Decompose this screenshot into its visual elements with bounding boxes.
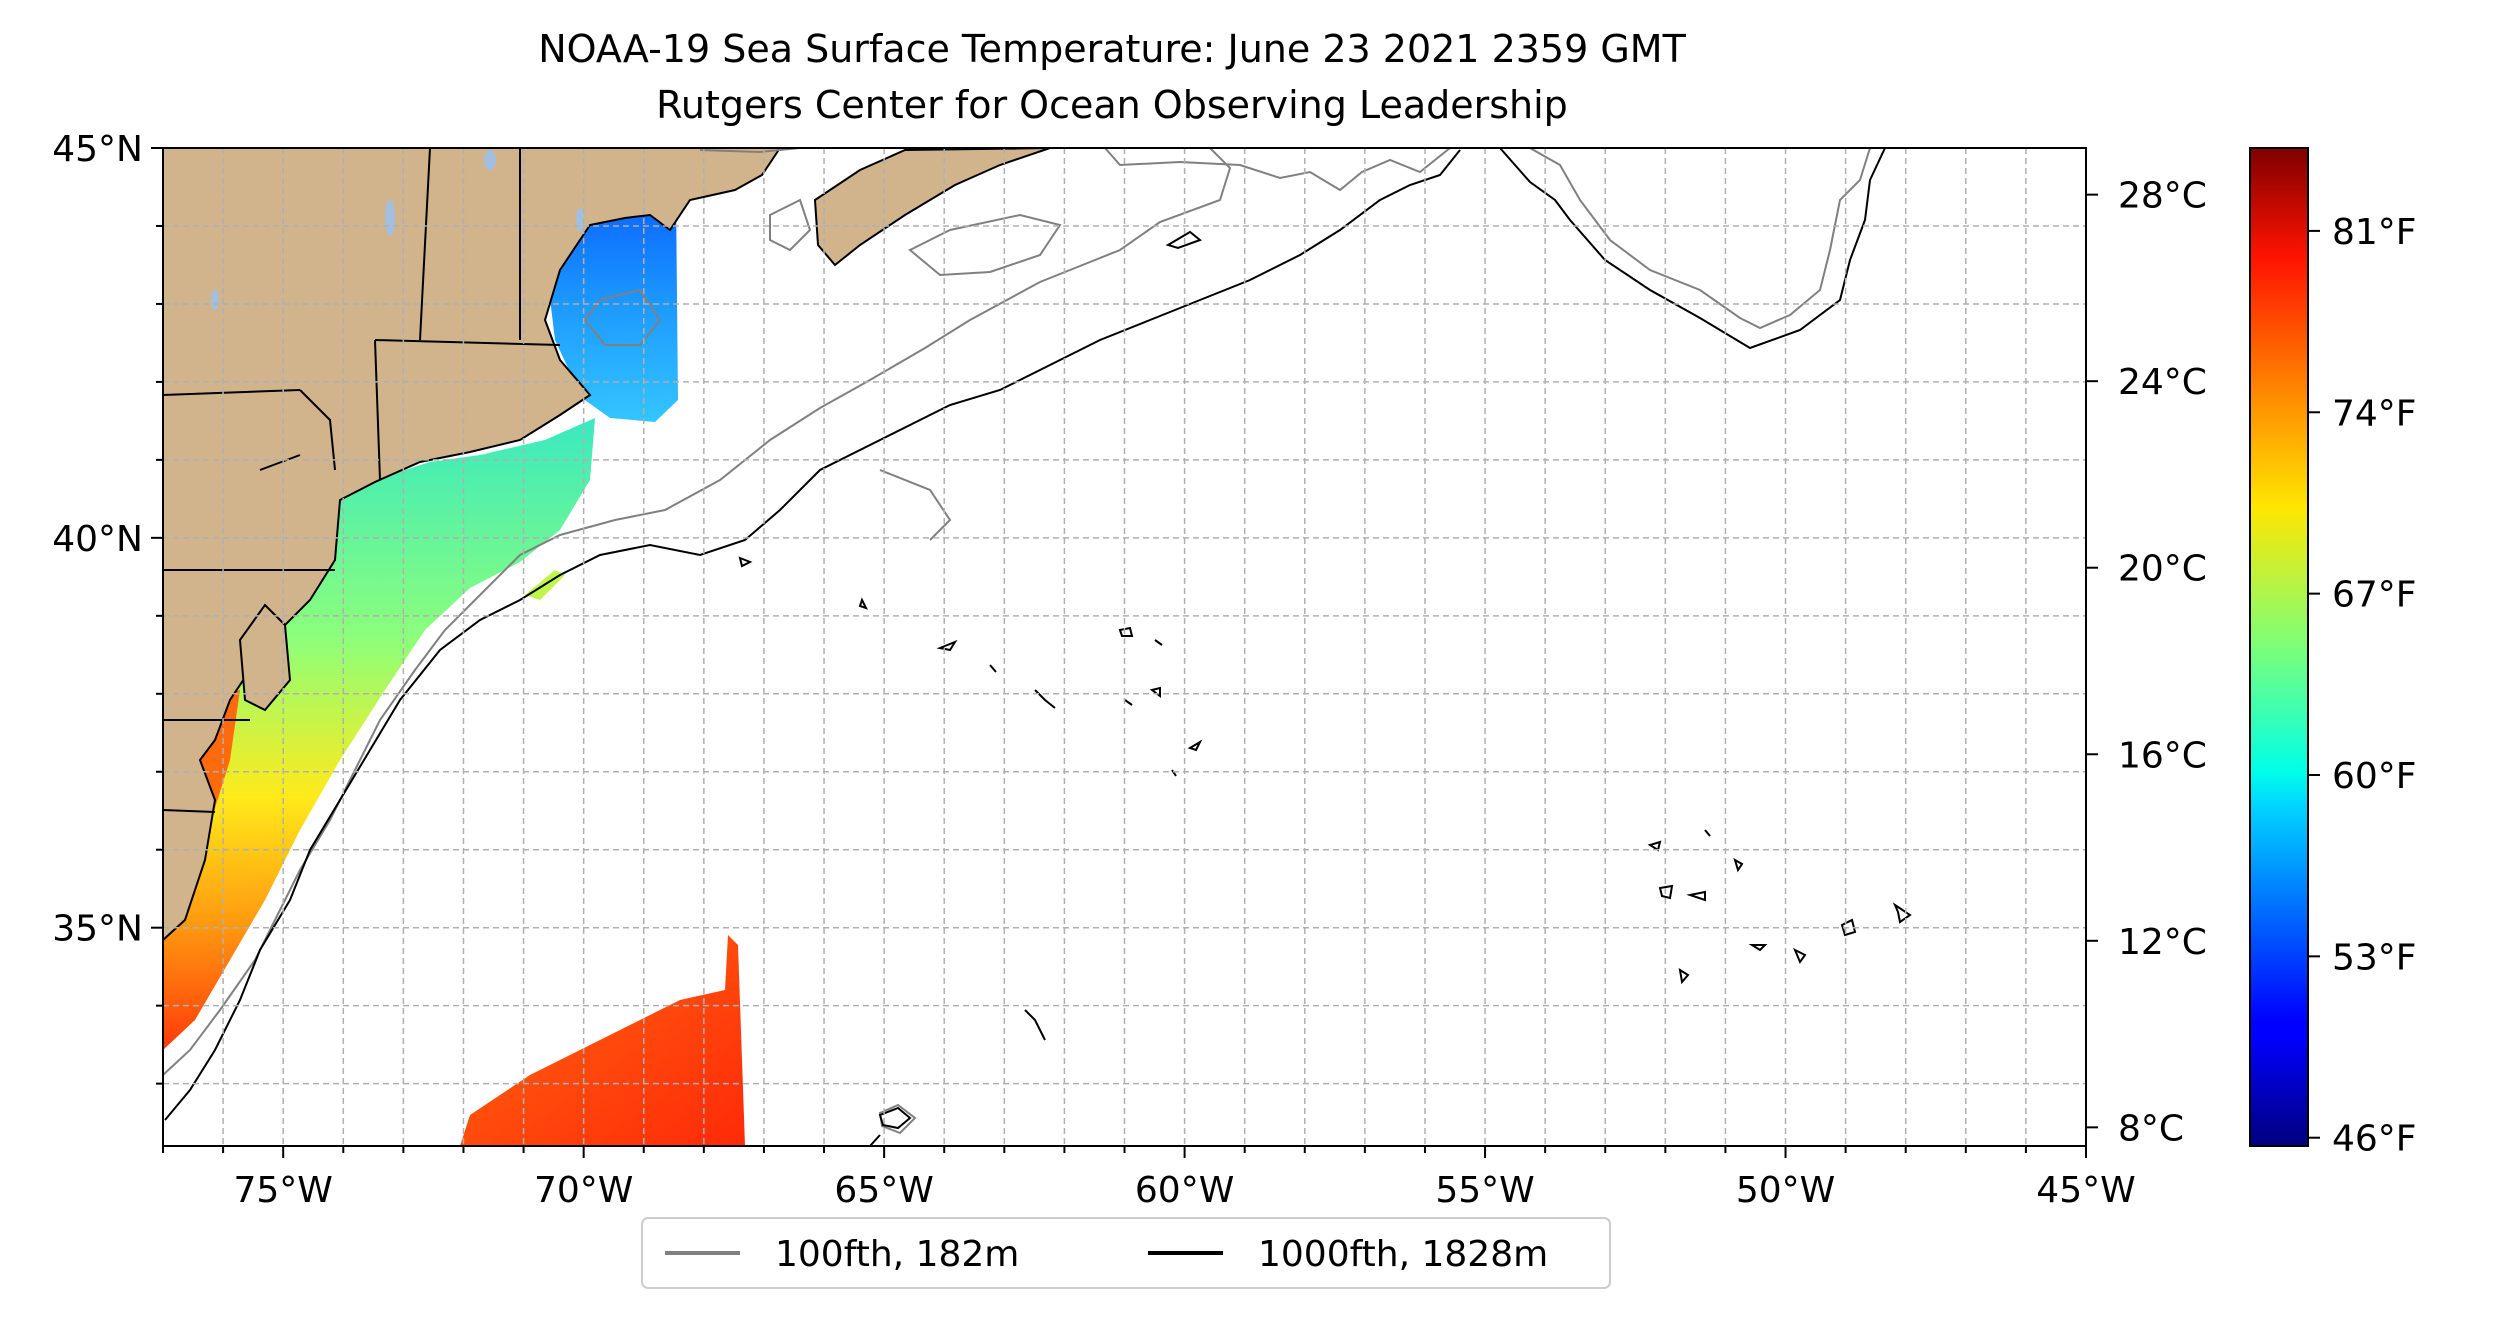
y-tick-label: 35°N	[52, 909, 143, 950]
colorbar-fahrenheit-ticks: 81°F 74°F 67°F 60°F 53°F 46°F	[2308, 212, 2417, 1160]
celsius-tick-label: 20°C	[2118, 549, 2207, 590]
y-tick-label: 45°N	[52, 129, 143, 170]
celsius-tick-label: 24°C	[2118, 362, 2207, 403]
land	[163, 148, 1051, 942]
fahrenheit-tick-label: 74°F	[2332, 393, 2417, 434]
y-axis-ticks: 45°N 40°N 35°N	[52, 129, 163, 1085]
x-tick-label: 50°W	[1736, 1170, 1835, 1211]
celsius-tick-label: 28°C	[2118, 176, 2207, 217]
state-borders	[163, 148, 561, 813]
celsius-tick-label: 8°C	[2118, 1108, 2184, 1149]
isobath-1000fth	[164, 148, 1912, 1146]
graticule	[163, 148, 2086, 1146]
title-line-1: NOAA-19 Sea Surface Temperature: June 23…	[538, 27, 1686, 71]
x-axis-ticks: 75°W 70°W 65°W 60°W 55°W 50°W 45°W	[162, 1146, 2136, 1211]
x-tick-label: 45°W	[2036, 1170, 2135, 1211]
fahrenheit-tick-label: 67°F	[2332, 575, 2417, 616]
colorbar-gradient	[2249, 147, 2309, 1147]
legend-box	[641, 1217, 1611, 1289]
legend: 100fth, 182m 1000fth, 1828m	[641, 1217, 1611, 1289]
land-us-northeast	[163, 148, 782, 942]
colorbar-celsius-ticks: 28°C 24°C 20°C 16°C 12°C 8°C	[2086, 176, 2207, 1149]
fahrenheit-tick-label: 53°F	[2332, 937, 2417, 978]
y-tick-label: 40°N	[52, 519, 143, 560]
sst-shelf-water	[163, 418, 595, 1050]
colorbar: 28°C 24°C 20°C 16°C 12°C 8°C 81°F 74°F 67°F 60°F…	[2086, 147, 2417, 1160]
x-tick-label: 65°W	[834, 1170, 933, 1211]
x-tick-label: 75°W	[233, 1170, 332, 1211]
x-tick-label: 60°W	[1135, 1170, 1234, 1211]
celsius-tick-label: 12°C	[2118, 922, 2207, 963]
fahrenheit-tick-label: 46°F	[2332, 1119, 2417, 1160]
celsius-tick-label: 16°C	[2118, 735, 2207, 776]
land-nova-scotia	[813, 148, 1051, 267]
land-delmarva	[238, 603, 292, 712]
sst-gulf-of-maine	[548, 196, 678, 422]
x-tick-label: 55°W	[1435, 1170, 1534, 1211]
legend-label-100fth: 100fth, 182m	[775, 1234, 1019, 1275]
map-panel: 75°W 70°W 65°W 60°W 55°W 50°W 45°W 45°N 40°N 35°…	[52, 129, 2135, 1211]
legend-label-1000fth: 1000fth, 1828m	[1258, 1234, 1548, 1275]
fahrenheit-tick-label: 81°F	[2332, 212, 2417, 253]
fahrenheit-tick-label: 60°F	[2332, 756, 2417, 797]
title-line-2: Rutgers Center for Ocean Observing Leade…	[656, 83, 1568, 127]
sst-southern-swath	[460, 935, 745, 1146]
x-tick-label: 70°W	[534, 1170, 633, 1211]
